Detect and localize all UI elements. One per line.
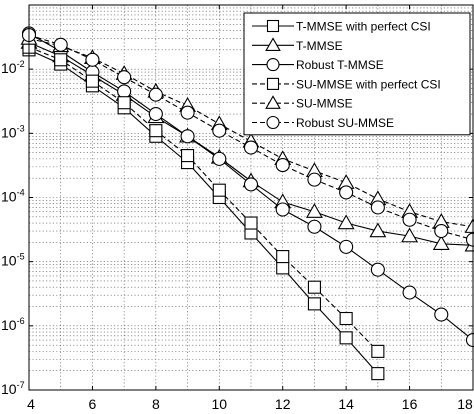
data-point-square	[149, 124, 163, 138]
data-point-square	[276, 261, 290, 275]
x-tick-label: 4	[27, 396, 35, 412]
data-point-circle	[85, 52, 100, 67]
y-tick-label: 10-6	[1, 316, 25, 333]
data-point-square	[276, 250, 290, 264]
legend-label: T-MMSE	[296, 39, 343, 53]
data-point-circle	[275, 202, 290, 217]
data-point-triangle	[401, 227, 419, 243]
data-point-square	[85, 74, 99, 88]
data-point-circle	[148, 87, 163, 102]
x-tick-label: 8	[152, 396, 160, 412]
data-point-square	[266, 77, 280, 90]
data-point-circle	[266, 58, 280, 72]
data-point-square	[371, 367, 385, 381]
legend-label: T-MMSE with perfect CSI	[296, 20, 431, 34]
data-point-circle	[180, 129, 195, 144]
data-point-triangle	[369, 222, 387, 238]
data-point-circle	[243, 140, 259, 155]
data-point-square	[307, 280, 321, 294]
data-point-circle	[117, 70, 132, 85]
data-point-triangle	[265, 37, 281, 52]
data-point-circle	[339, 239, 354, 254]
data-point-square	[244, 216, 258, 230]
y-tick-label: 10-7	[1, 380, 25, 397]
data-point-circle	[148, 106, 163, 122]
y-tick-label: 10-2	[1, 59, 25, 76]
data-point-square	[117, 96, 131, 110]
data-point-circle	[243, 177, 259, 192]
data-point-triangle	[265, 95, 281, 109]
x-tick-label: 6	[89, 396, 97, 412]
data-point-circle	[212, 151, 227, 166]
y-tick-label: 10-5	[1, 252, 25, 269]
y-tick-label: 10-3	[1, 123, 25, 140]
data-point-circle	[117, 84, 132, 99]
data-point-circle	[53, 37, 68, 52]
x-tick-label: 14	[338, 396, 354, 412]
data-point-circle	[275, 158, 290, 173]
data-point-circle	[180, 105, 195, 120]
data-point-circle	[434, 307, 449, 322]
data-point-circle	[402, 212, 417, 227]
legend-label: Robust SU-MMSE	[296, 116, 394, 130]
data-point-circle	[307, 172, 322, 187]
axis-ticks: 4 6 8 10 12 14 16 18 10-2 10-3 10-4 10-5 10-6 10-7	[1, 5, 474, 412]
data-point-triangle	[337, 214, 355, 230]
series-line	[28, 38, 474, 228]
data-point-triangle	[305, 203, 323, 218]
x-tick-label: 18	[457, 396, 473, 412]
y-tick-label: 10-4	[1, 188, 25, 205]
data-point-square	[339, 311, 353, 326]
data-point-circle	[266, 115, 280, 130]
series-group	[21, 28, 474, 247]
legend-label: Robust T-MMSE	[296, 58, 384, 72]
data-point-square	[212, 183, 226, 197]
data-point-square	[371, 344, 385, 358]
data-point-square	[339, 331, 353, 345]
legend-box	[243, 12, 471, 136]
x-tick-label: 10	[211, 396, 227, 412]
x-tick-label: 16	[402, 396, 418, 412]
data-point-circle	[212, 123, 227, 138]
legend: T-MMSE with perfect CSI T-MMSE Robust T-MM…	[243, 12, 471, 136]
data-point-circle	[307, 219, 322, 234]
data-point-square	[54, 53, 68, 67]
x-tick-label: 12	[275, 396, 291, 412]
data-point-circle	[434, 224, 449, 239]
legend-label: SU-MMSE with perfect CSI	[296, 77, 441, 91]
data-point-triangle	[432, 235, 450, 250]
data-point-circle	[370, 200, 385, 215]
data-point-square	[307, 297, 321, 311]
data-point-circle	[370, 262, 385, 277]
data-point-circle	[339, 185, 354, 200]
data-point-square	[266, 19, 280, 33]
legend-label: SU-MMSE	[296, 97, 353, 111]
data-point-circle	[402, 285, 417, 300]
data-point-square	[181, 149, 195, 163]
